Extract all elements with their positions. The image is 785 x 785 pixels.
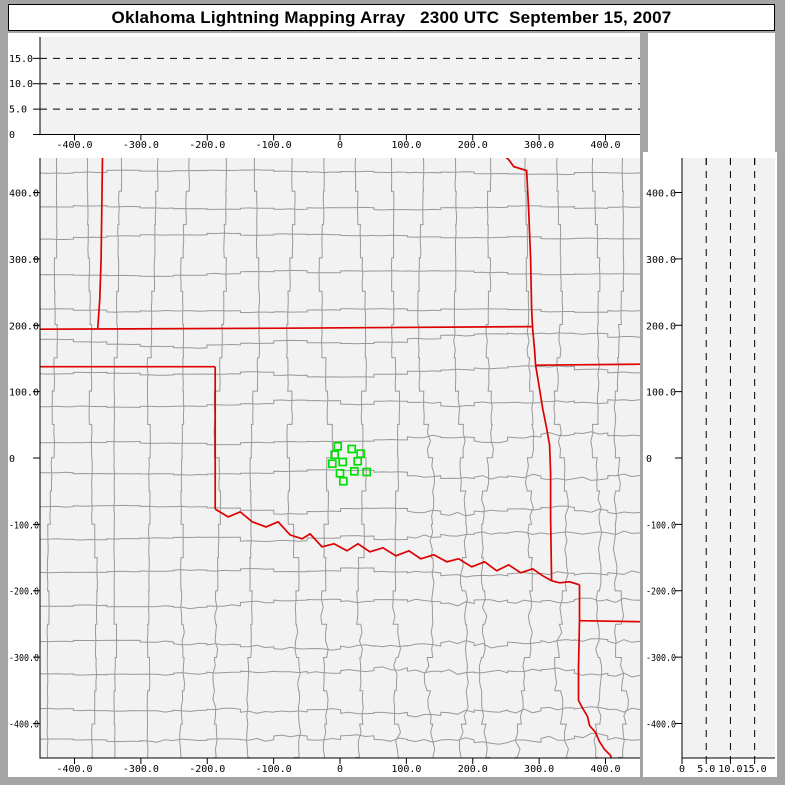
lma-stations (327, 441, 372, 486)
x-tick-label: 200.0 (458, 140, 488, 151)
axis-line (39, 158, 640, 759)
state-border-line (40, 325, 532, 331)
x-tick-label: -400.0 (56, 764, 92, 775)
y-tick-label: 0 (9, 454, 15, 465)
state-border-line (577, 620, 613, 758)
y-tick-label: -400.0 (646, 719, 676, 730)
x-tick-label: 0 (679, 764, 685, 775)
y-tick-label: 5.0 (9, 105, 27, 116)
lma-station-marker (327, 459, 337, 469)
state-border-line (579, 619, 640, 623)
y-tick-label: 300.0 (9, 255, 39, 266)
x-tick-label: -300.0 (123, 140, 159, 151)
y-tick-label: 0 (9, 130, 15, 141)
plot-background[interactable] (682, 158, 775, 758)
y-tick-label: -200.0 (646, 587, 676, 598)
ew-altitude-panel[interactable]: 15.0 10.0 5.0 0 -400.0 -300.0 -200.0 -100.0 0 100… (9, 37, 640, 151)
state-border-line (551, 579, 580, 586)
y-tick-label: -100.0 (9, 520, 39, 531)
x-tick-label: 5.0 (697, 764, 715, 775)
x-tick-label: -100.0 (256, 764, 292, 775)
y-tick-label: 300.0 (646, 255, 676, 266)
title-bar: Oklahoma Lightning Mapping Array 2300 UT… (8, 4, 775, 31)
x-tick-label: 15.0 (743, 764, 767, 775)
y-tick-label: 200.0 (9, 321, 39, 332)
lma-station-marker (330, 450, 340, 460)
x-tick-label: 0 (337, 140, 343, 151)
y-tick-label: 15.0 (9, 54, 33, 65)
x-tick-label: -100.0 (256, 140, 292, 151)
x-tick-label: 300.0 (524, 764, 554, 775)
y-tick-label: -200.0 (9, 587, 39, 598)
x-tick-label: -300.0 (123, 764, 159, 775)
y-tick-label: -400.0 (9, 719, 39, 730)
window-title: Oklahoma Lightning Mapping Array 2300 UT… (111, 7, 672, 27)
x-tick-label: -200.0 (189, 140, 225, 151)
y-tick-label: 400.0 (9, 189, 39, 200)
lma-station-marker (347, 444, 357, 454)
y-tick-label: -100.0 (646, 520, 676, 531)
state-border-line (535, 363, 640, 367)
plot-background[interactable] (40, 37, 640, 135)
y-tick-label: 200.0 (646, 321, 676, 332)
lma-station-marker (333, 441, 343, 451)
y-tick-label: 400.0 (646, 189, 676, 200)
x-tick-label: 300.0 (524, 140, 554, 151)
state-border-line (214, 508, 553, 582)
lma-station-marker (349, 466, 359, 476)
state-border-line (96, 158, 104, 328)
y-tick-label: 100.0 (9, 388, 39, 399)
county-boundaries (40, 158, 640, 758)
lma-station-marker (362, 467, 372, 477)
x-tick-label: -400.0 (56, 140, 92, 151)
y-tick-label: -300.0 (646, 653, 676, 664)
lma-station-marker (335, 468, 345, 478)
y-tick-label: 10.0 (9, 79, 33, 90)
ns-altitude-panel[interactable]: 400.0 300.0 200.0 100.0 0 -100.0 -200.0 -300.0 -… (646, 158, 775, 775)
y-tick-label: 100.0 (646, 388, 676, 399)
plan-view-map-panel[interactable]: 400.0 300.0 200.0 100.0 0 -100.0 -200.0 -300.0 -… (9, 155, 641, 775)
x-tick-label: 400.0 (590, 140, 620, 151)
x-tick-label: -200.0 (189, 764, 225, 775)
lma-station-marker (338, 476, 348, 486)
x-tick-label: 0 (337, 764, 343, 775)
x-tick-label: 200.0 (458, 764, 488, 775)
state-border-line (505, 158, 553, 581)
lma-station-marker (353, 456, 363, 466)
x-tick-label: 10.0 (718, 764, 742, 775)
y-tick-label: -300.0 (9, 653, 39, 664)
y-tick-label: 0 (646, 454, 652, 465)
x-tick-label: 100.0 (391, 764, 421, 775)
altitude-histogram-panel[interactable] (648, 33, 775, 154)
x-tick-label: 400.0 (590, 764, 620, 775)
lma-station-marker (338, 457, 348, 467)
state-borders (40, 158, 640, 758)
x-tick-label: 100.0 (391, 140, 421, 151)
